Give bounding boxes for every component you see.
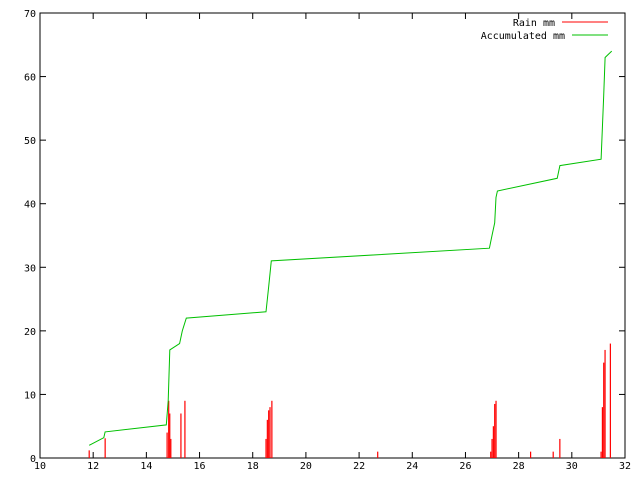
rain-series [88, 343, 611, 458]
y-tick-label: 20 [24, 327, 36, 338]
y-axis: 0 10 20 30 40 50 60 70 [24, 9, 625, 465]
y-tick-label: 0 [30, 454, 36, 465]
accumulated-series-line [88, 50, 613, 446]
x-tick-label: 28 [513, 461, 525, 472]
y-tick-label: 60 [24, 73, 36, 84]
x-tick-label: 22 [353, 461, 365, 472]
x-tick-label: 14 [140, 461, 152, 472]
x-tick-label: 18 [247, 461, 259, 472]
y-tick-label: 70 [24, 9, 36, 20]
legend: Rain mm Accumulated mm [481, 18, 608, 42]
x-tick-label: 30 [566, 461, 578, 472]
x-tick-label: 16 [194, 461, 206, 472]
y-tick-label: 40 [24, 200, 36, 211]
legend-label-rain: Rain mm [513, 18, 555, 29]
x-tick-label: 10 [34, 461, 46, 472]
x-tick-label: 26 [459, 461, 471, 472]
legend-label-accumulated: Accumulated mm [481, 31, 565, 42]
x-tick-label: 24 [406, 461, 418, 472]
y-tick-label: 50 [24, 136, 36, 147]
plot-frame [39, 12, 626, 459]
x-tick-label: 12 [87, 461, 99, 472]
x-tick-label: 32 [619, 461, 631, 472]
x-tick-label: 20 [300, 461, 312, 472]
x-axis: 10 12 14 16 18 20 22 24 26 28 30 32 [34, 13, 631, 472]
y-tick-label: 30 [24, 263, 36, 274]
y-tick-label: 10 [24, 390, 36, 401]
